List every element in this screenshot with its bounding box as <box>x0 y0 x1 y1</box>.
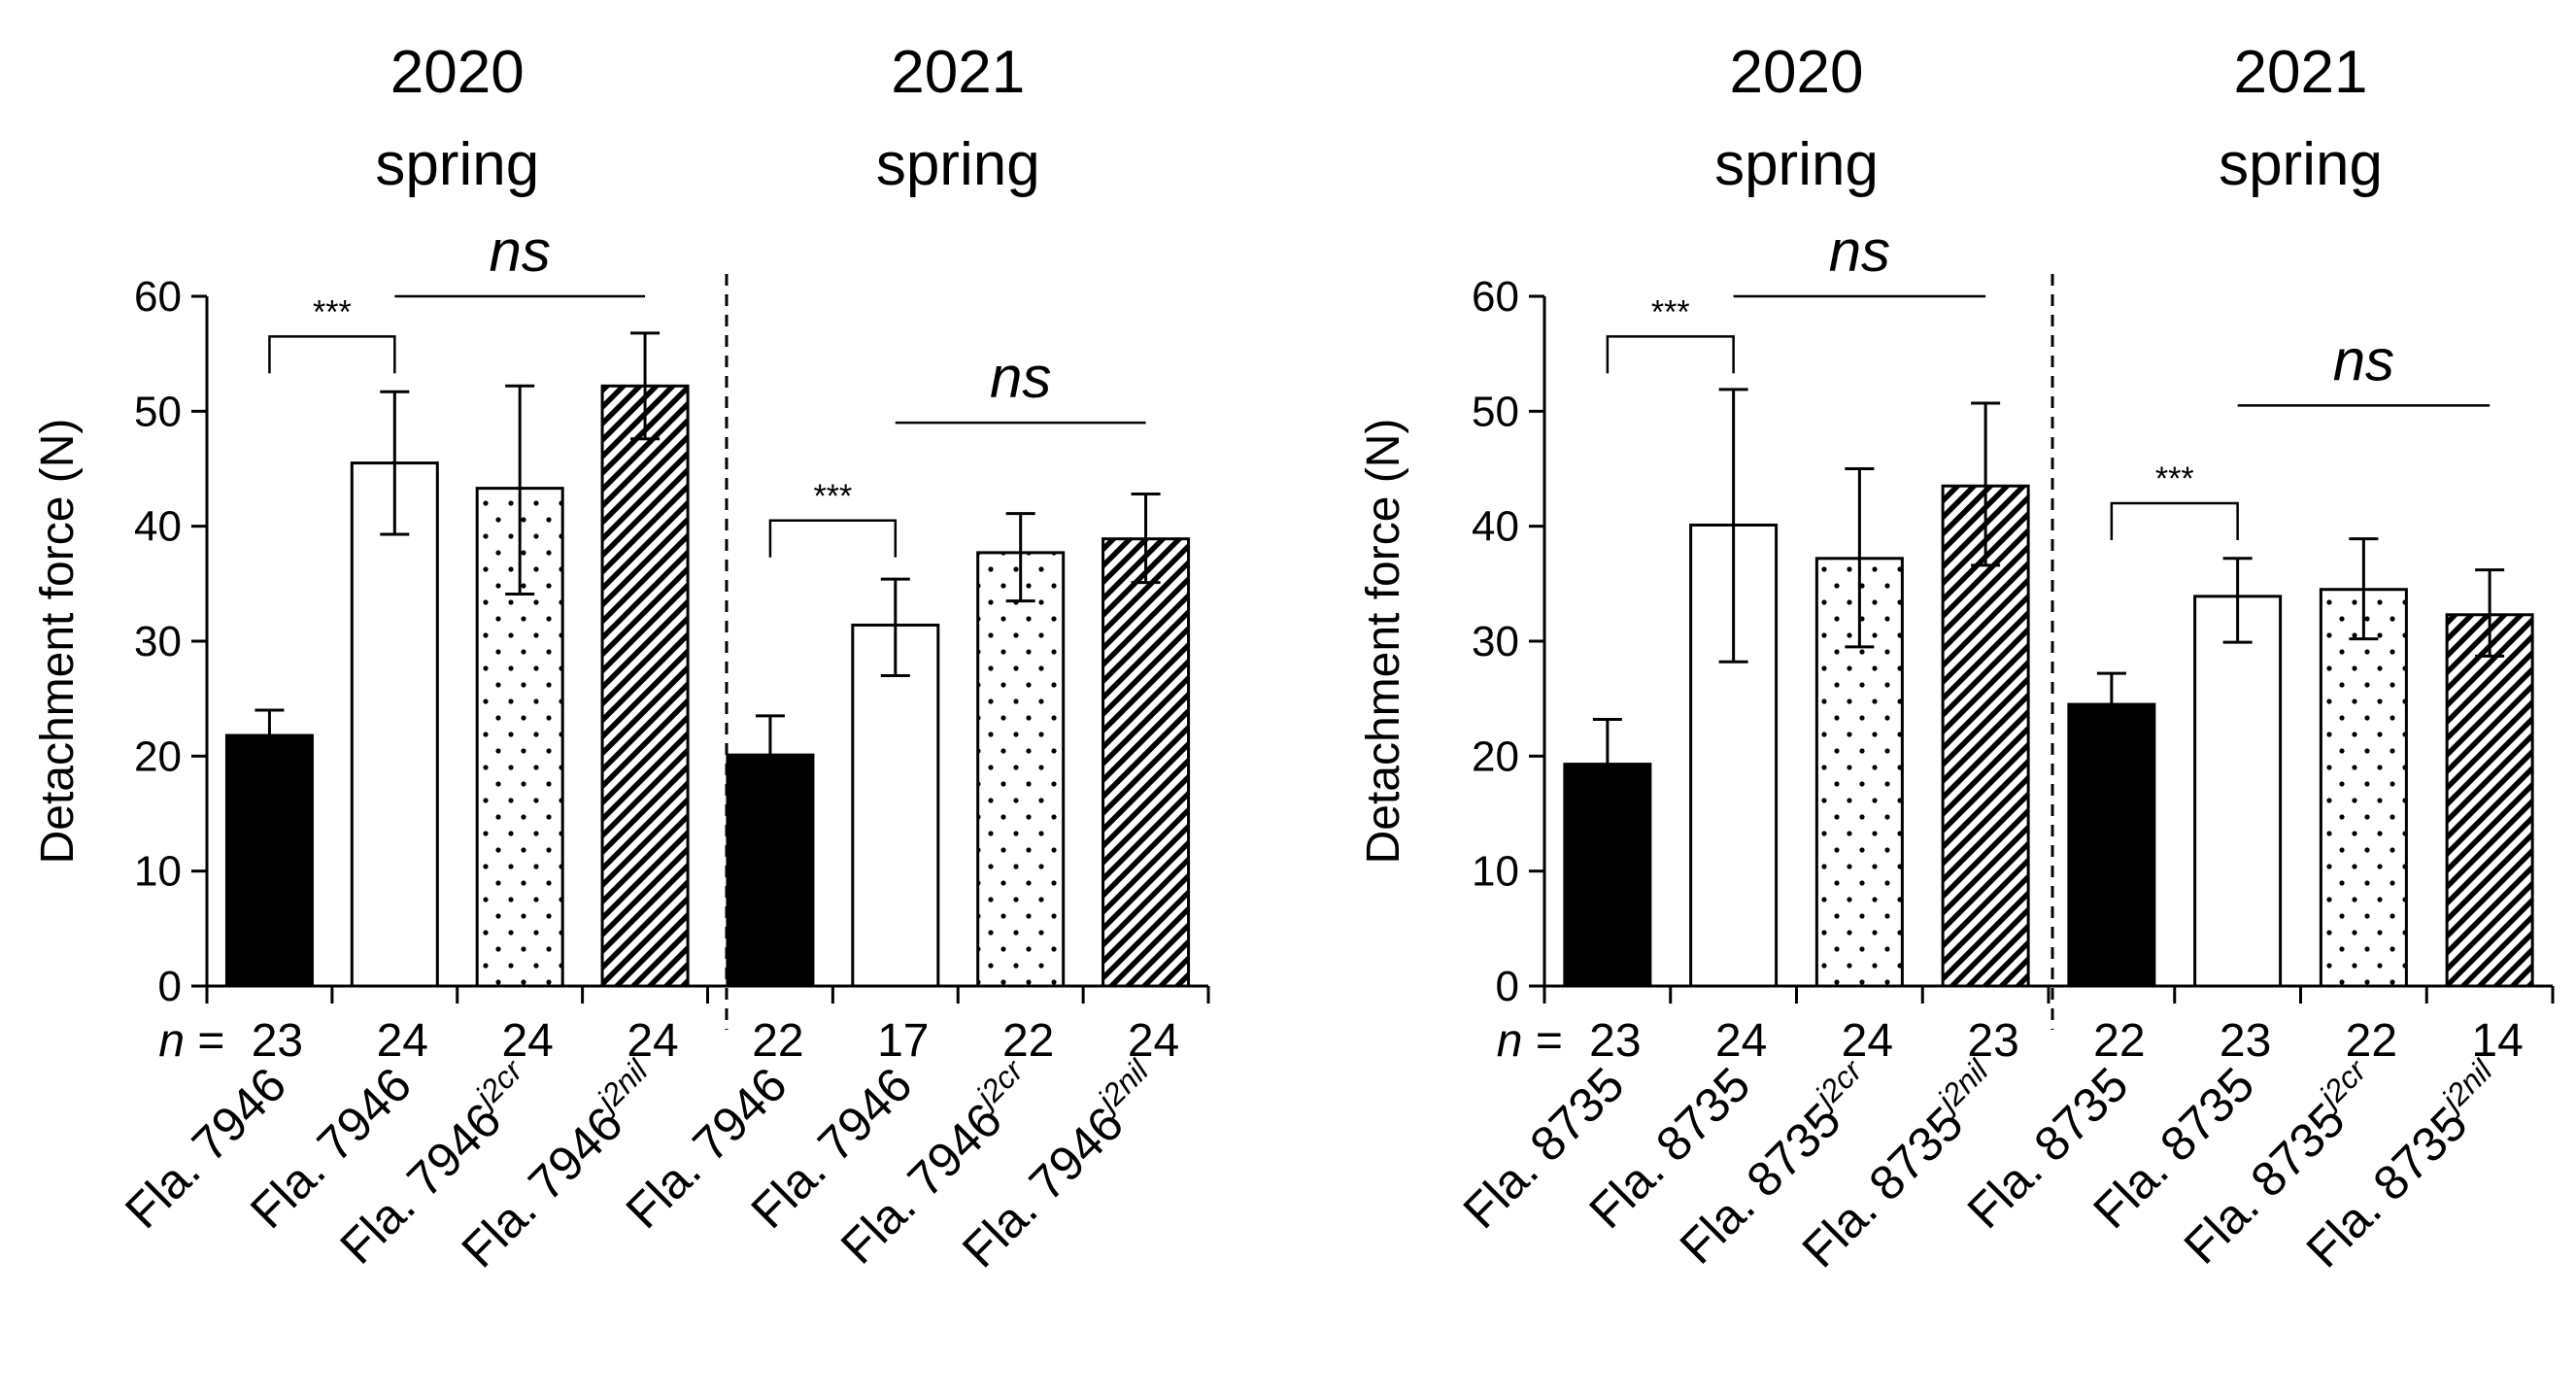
c0-ns-label: ns <box>990 345 1051 410</box>
c0-bar <box>851 623 940 988</box>
c1-ns-label: ns <box>1829 219 1890 284</box>
c1-n-label: 23 <box>1589 1015 1641 1067</box>
c0-n-prefix: n = <box>158 1015 224 1067</box>
c0-y-tick-label: 10 <box>134 848 182 896</box>
c0-y-tick-label: 0 <box>158 963 182 1010</box>
c1-ns-label: ns <box>2333 327 2394 392</box>
c0-bar <box>600 384 690 988</box>
c1-bar <box>1689 523 1779 988</box>
c1-group-year: 2021 <box>2234 39 2368 106</box>
c1-bar <box>2067 702 2156 988</box>
c0-sig-stars: *** <box>313 293 352 330</box>
c1-n-label: 14 <box>2471 1015 2523 1067</box>
c1-n-label: 24 <box>1715 1015 1767 1067</box>
c0-bar <box>224 733 314 988</box>
c1-bar <box>2319 588 2408 988</box>
c0-bar <box>350 461 439 988</box>
c1-y-tick-label: 30 <box>1472 618 1519 665</box>
c1-n-label: 22 <box>2093 1015 2145 1067</box>
c1-bar <box>2193 595 2283 988</box>
chart-panel-left: 0 10 20 30 40 50 60 Detachment force (N) 2020 spr… <box>32 39 1210 1277</box>
c1-y-tick-label: 20 <box>1472 732 1519 780</box>
c0-y-axis-label: Detachment force (N) <box>32 419 84 865</box>
c0-bar <box>976 551 1066 988</box>
c1-bar <box>2445 613 2534 988</box>
c1-n-equals: = <box>1523 1015 1563 1067</box>
c0-y-tick-label: 60 <box>134 273 182 321</box>
c0-n-label: 24 <box>377 1015 428 1067</box>
c1-y-tick-label: 0 <box>1496 963 1519 1010</box>
c1-y-tick-label: 50 <box>1472 388 1519 435</box>
c0-y-tick-label: 40 <box>134 503 182 551</box>
c1-n-label: 23 <box>2220 1015 2271 1067</box>
c1-sig-stars: *** <box>2155 460 2194 497</box>
c1-sig-bracket <box>1606 335 1735 374</box>
c1-n-label: 23 <box>1967 1015 2018 1067</box>
c1-sig-stars: *** <box>1651 293 1690 330</box>
c1-n-label: 22 <box>2346 1015 2397 1067</box>
c0-n-label: 22 <box>1002 1015 1054 1067</box>
c1-y-tick-label: 10 <box>1472 848 1519 896</box>
c0-group-season: spring <box>876 131 1040 198</box>
c0-group-year: 2020 <box>390 39 525 106</box>
c1-n-label: 24 <box>1842 1015 1893 1067</box>
c0-n-label: 22 <box>752 1015 803 1067</box>
chart-panel-right: 0 10 20 30 40 50 60 Detachment force (N) 2020 spr… <box>1358 39 2555 1277</box>
c1-bar <box>1941 484 2030 988</box>
c0-n-label: 24 <box>627 1015 678 1067</box>
c0-n-label: 24 <box>1128 1015 1179 1067</box>
c1-y-axis-label: Detachment force (N) <box>1358 419 1409 865</box>
c0-n-label: 17 <box>877 1015 929 1067</box>
c0-y-tick-label: 20 <box>134 732 182 780</box>
c0-sig-bracket <box>768 519 898 558</box>
c0-group-year: 2021 <box>891 39 1025 106</box>
c1-n-prefix: n = <box>1497 1015 1563 1067</box>
c0-y-tick-label: 30 <box>134 618 182 665</box>
c0-sig-bracket <box>268 335 396 374</box>
c1-group-season: spring <box>1714 131 1879 198</box>
c0-n-label: 23 <box>252 1015 303 1067</box>
c0-bar <box>1102 537 1191 988</box>
c1-n-symbol: n <box>1497 1015 1523 1067</box>
c0-sig-stars: *** <box>814 478 853 515</box>
c0-y-tick-label: 50 <box>134 388 182 435</box>
c0-group-season: spring <box>375 131 539 198</box>
c1-group-year: 2020 <box>1730 39 1864 106</box>
c0-n-symbol: n <box>158 1015 185 1067</box>
c0-n-equals: = <box>185 1015 224 1067</box>
c0-ns-label: ns <box>490 219 551 284</box>
c1-sig-bracket <box>2110 501 2239 540</box>
c1-y-tick-label: 40 <box>1472 503 1519 551</box>
c0-n-label: 24 <box>501 1015 553 1067</box>
c1-group-season: spring <box>2219 131 2383 198</box>
c1-y-tick-label: 60 <box>1472 273 1519 321</box>
